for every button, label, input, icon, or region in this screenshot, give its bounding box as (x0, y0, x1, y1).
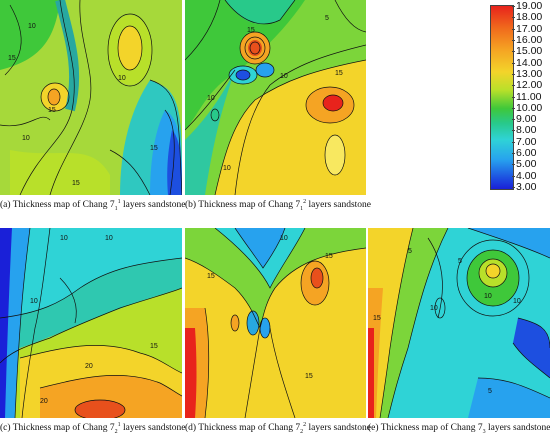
legend-tick (512, 39, 515, 41)
contour-label: 10 (60, 235, 68, 242)
legend-label: 8.00 (516, 124, 537, 137)
contour-label: 15 (150, 145, 158, 152)
map-panel-a: 10 15 10 15 10 15 15 (0, 0, 182, 195)
contour-label: 10 (28, 23, 36, 30)
contour-label: 20 (85, 363, 93, 370)
thickness-map-e: 5 5 10 10 15 10 5 (368, 228, 550, 418)
color-scale-bar (490, 5, 514, 190)
legend-tick (512, 175, 515, 177)
contour-label: 15 (373, 315, 381, 322)
thickness-map-a: 10 15 10 15 10 15 15 (0, 0, 182, 195)
thickness-map-c: 10 10 10 20 20 15 (0, 228, 182, 418)
legend-tick (512, 62, 515, 64)
contour-label: 10 (280, 73, 288, 80)
caption-d: (d) Thickness map of Chang 722 layers sa… (185, 422, 372, 436)
contour-label: 15 (72, 180, 80, 187)
legend-tick (512, 164, 515, 166)
legend-label: 14.00 (516, 56, 543, 69)
contour-label: 20 (40, 398, 48, 405)
legend-label: 15.00 (516, 45, 543, 58)
contour-label: 10 (223, 165, 231, 172)
map-panel-b: 5 15 10 10 15 10 (185, 0, 366, 195)
legend-tick (512, 73, 515, 75)
legend-label: 10.00 (516, 101, 543, 114)
contour-label: 15 (335, 70, 343, 77)
caption-a: (a) Thickness map of Chang 711 layers sa… (0, 199, 186, 213)
legend-tick (512, 153, 515, 155)
contour-label: 10 (118, 75, 126, 82)
legend-label: 9.00 (516, 113, 537, 126)
caption-c: (c) Thickness map of Chang 721 layers sa… (0, 422, 186, 436)
contour-label: 10 (513, 298, 521, 305)
contour-label: 15 (8, 55, 16, 62)
legend-label: 18.00 (516, 11, 543, 24)
legend-label: 12.00 (516, 79, 543, 92)
map-panel-e: 5 5 10 10 15 10 5 (368, 228, 550, 418)
legend-tick (512, 141, 515, 143)
contour-label: 15 (48, 107, 56, 114)
legend-label: 11.00 (516, 90, 542, 103)
legend-label: 7.00 (516, 135, 537, 148)
legend-tick (512, 85, 515, 87)
contour-label: 5 (325, 15, 329, 22)
contour-label: 15 (325, 253, 333, 260)
caption-b: (b) Thickness map of Chang 712 layers sa… (185, 199, 372, 213)
legend-label: 6.00 (516, 147, 537, 160)
contour-label: 5 (408, 248, 412, 255)
legend-tick (512, 51, 515, 53)
contour-label: 15 (207, 273, 215, 280)
contour-label: 15 (247, 27, 255, 34)
contour-label: 10 (207, 95, 215, 102)
thickness-map-b: 5 15 10 10 15 10 (185, 0, 366, 195)
legend-tick (512, 119, 515, 121)
legend-label: 5.00 (516, 158, 537, 171)
legend-label: 4.00 (516, 169, 537, 182)
contour-label: 10 (22, 135, 30, 142)
legend-label: 3.00 (516, 181, 537, 193)
legend-label: 16.00 (516, 33, 543, 46)
legend-tick (512, 107, 515, 109)
contour-label: 10 (30, 298, 38, 305)
legend-tick (512, 130, 515, 132)
legend-tick (512, 17, 515, 19)
contour-label: 15 (305, 373, 313, 380)
legend-tick (512, 6, 515, 7)
legend-tick (512, 187, 515, 188)
contour-label: 5 (488, 388, 492, 395)
caption-e: (e) Thickness map of Chang 73 layers san… (368, 423, 550, 436)
contour-label: 10 (430, 305, 438, 312)
contour-label: 5 (458, 258, 462, 265)
legend-tick (512, 28, 515, 30)
contour-label: 10 (484, 293, 492, 300)
legend-label: 19.00 (516, 0, 543, 12)
legend-tick (512, 96, 515, 98)
map-panel-c: 10 10 10 20 20 15 (0, 228, 182, 418)
contour-label: 15 (150, 343, 158, 350)
legend-label: 17.00 (516, 22, 543, 35)
contour-label: 10 (105, 235, 113, 242)
legend-label: 13.00 (516, 67, 543, 80)
thickness-map-d: 10 15 15 15 (185, 228, 366, 418)
contour-label: 10 (280, 235, 288, 242)
map-panel-d: 10 15 15 15 (185, 228, 366, 418)
